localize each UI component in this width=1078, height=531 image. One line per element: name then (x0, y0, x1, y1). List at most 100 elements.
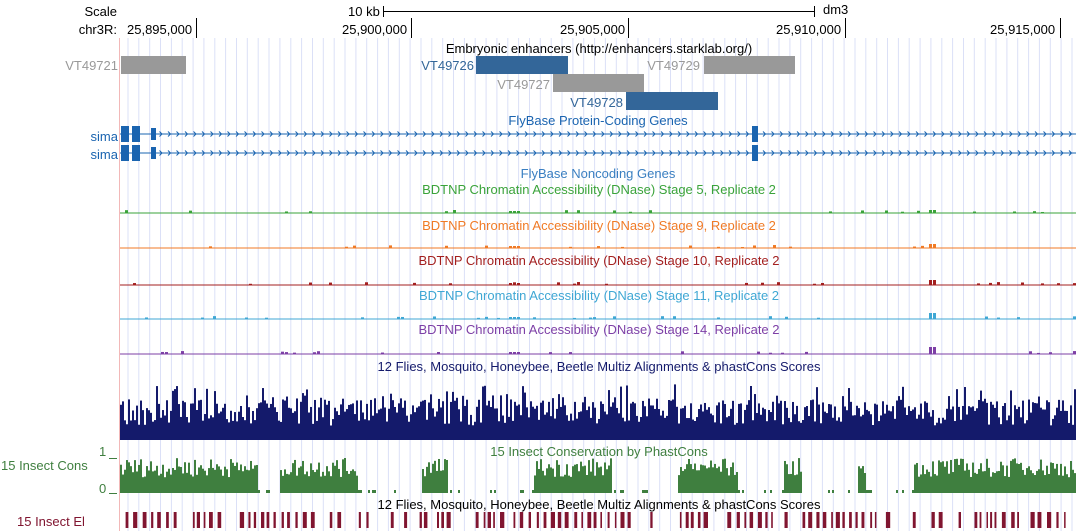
conserved-element (536, 512, 539, 528)
phastcons-bar (156, 465, 158, 493)
phastcons-bar (124, 469, 126, 493)
strand-arrow-icon (193, 131, 197, 137)
phastcons-bar (490, 490, 492, 493)
phastcons-bar (122, 474, 124, 493)
dnase-signal-bar (437, 352, 440, 354)
gene-label[interactable]: sima (90, 129, 118, 144)
phastcons-bar (642, 490, 644, 493)
dnase-signal-bar (445, 211, 448, 213)
phastcons-bar (458, 490, 460, 493)
enhancer-feature[interactable] (704, 56, 795, 74)
phastcons-side-label[interactable]: 15 Insect Cons (1, 458, 88, 473)
dnase-signal-bar (345, 246, 348, 248)
dnase-signal-bar (281, 351, 284, 354)
strand-arrow-icon (771, 131, 775, 137)
phastcons-bar (354, 471, 356, 493)
multiz-bar (674, 384, 676, 440)
dnase-signal-bar (513, 352, 516, 354)
dnase-signal-bar (589, 317, 592, 319)
conserved-element (337, 512, 342, 528)
phastcons-bar (728, 475, 730, 493)
multiz-bar (544, 414, 546, 440)
strand-arrow-icon (499, 150, 503, 156)
enhancer-feature[interactable] (121, 56, 186, 74)
multiz-bar (138, 424, 140, 440)
enhancer-feature[interactable] (626, 92, 718, 110)
strand-arrow-icon (856, 150, 860, 156)
multiz-bar (524, 392, 526, 440)
phastcons-bar (186, 472, 188, 493)
multiz-bar (874, 403, 876, 440)
strand-arrow-icon (626, 131, 631, 137)
phastcons-bar (862, 466, 864, 493)
enhancer-label[interactable]: VT49727 (497, 77, 550, 92)
phastcons-bar (224, 466, 226, 493)
conserved-element (513, 512, 516, 528)
strand-arrow-icon (490, 131, 495, 137)
phastcons-ymin-tick (109, 493, 117, 494)
phastcons-bar (142, 477, 144, 493)
phastcons-bar (832, 490, 834, 493)
enhancer-label[interactable]: VT49726 (421, 58, 474, 73)
multiz-bar (442, 401, 444, 440)
phastcons-bar (996, 471, 998, 493)
multiz-bar (840, 421, 842, 440)
multiz-bar (722, 400, 724, 440)
multiz-bar (146, 408, 148, 440)
multiz-bar (124, 420, 126, 440)
strand-arrow-icon (864, 131, 869, 137)
enhancer-feature[interactable] (553, 74, 644, 92)
conserved-element (493, 512, 495, 528)
gene-exon (121, 145, 129, 161)
elements-side-label[interactable]: 15 Insect El (17, 514, 85, 529)
enhancer-label[interactable]: VT49728 (570, 95, 623, 110)
multiz-bar (590, 417, 592, 440)
multiz-bar (696, 417, 698, 440)
strand-arrow-icon (881, 131, 886, 137)
strand-arrow-icon (184, 150, 189, 156)
multiz-bar (960, 419, 962, 440)
phastcons-bar (1048, 473, 1050, 493)
strand-arrow-icon (473, 131, 478, 137)
dnase-signal-bar (189, 210, 192, 213)
dnase-signal-bar (161, 351, 164, 354)
phastcons-bar (902, 490, 904, 493)
dnase-signal-bar (757, 351, 760, 354)
dnase-signal-bar (901, 211, 904, 213)
phastcons-bar (138, 464, 140, 493)
enhancer-feature[interactable] (476, 56, 568, 74)
conserved-element (958, 512, 961, 528)
strand-arrow-icon (924, 150, 928, 156)
multiz-bar (320, 397, 322, 440)
conserved-element (870, 512, 873, 528)
conserved-element (931, 512, 935, 528)
strand-arrow-icon (635, 150, 639, 156)
dnase-signal-bar (681, 351, 684, 354)
multiz-bar (1066, 410, 1068, 440)
multiz-bar (646, 416, 648, 440)
multiz-bar (1020, 417, 1022, 440)
phastcons-bar (238, 470, 240, 493)
enhancer-label[interactable]: VT49721 (65, 58, 118, 73)
multiz-bar (488, 400, 490, 440)
multiz-bar (322, 417, 324, 440)
strand-arrow-icon (1043, 131, 1047, 137)
strand-arrow-icon (1026, 131, 1030, 137)
gene-exon (151, 147, 156, 159)
strand-arrow-icon (983, 150, 988, 156)
multiz-bar (1010, 390, 1012, 440)
multiz-bar (616, 407, 618, 440)
strand-arrow-icon (796, 150, 801, 156)
strand-arrow-icon (456, 131, 461, 137)
multiz-bar (498, 421, 500, 440)
phastcons-bar (292, 463, 294, 493)
phastcons-bar (1000, 461, 1002, 493)
strand-arrow-icon (218, 150, 223, 156)
phastcons-bar (198, 467, 200, 493)
multiz-bar (210, 415, 212, 440)
gene-label[interactable]: sima (90, 147, 118, 162)
multiz-bar (518, 404, 520, 440)
enhancer-label[interactable]: VT49729 (647, 58, 700, 73)
